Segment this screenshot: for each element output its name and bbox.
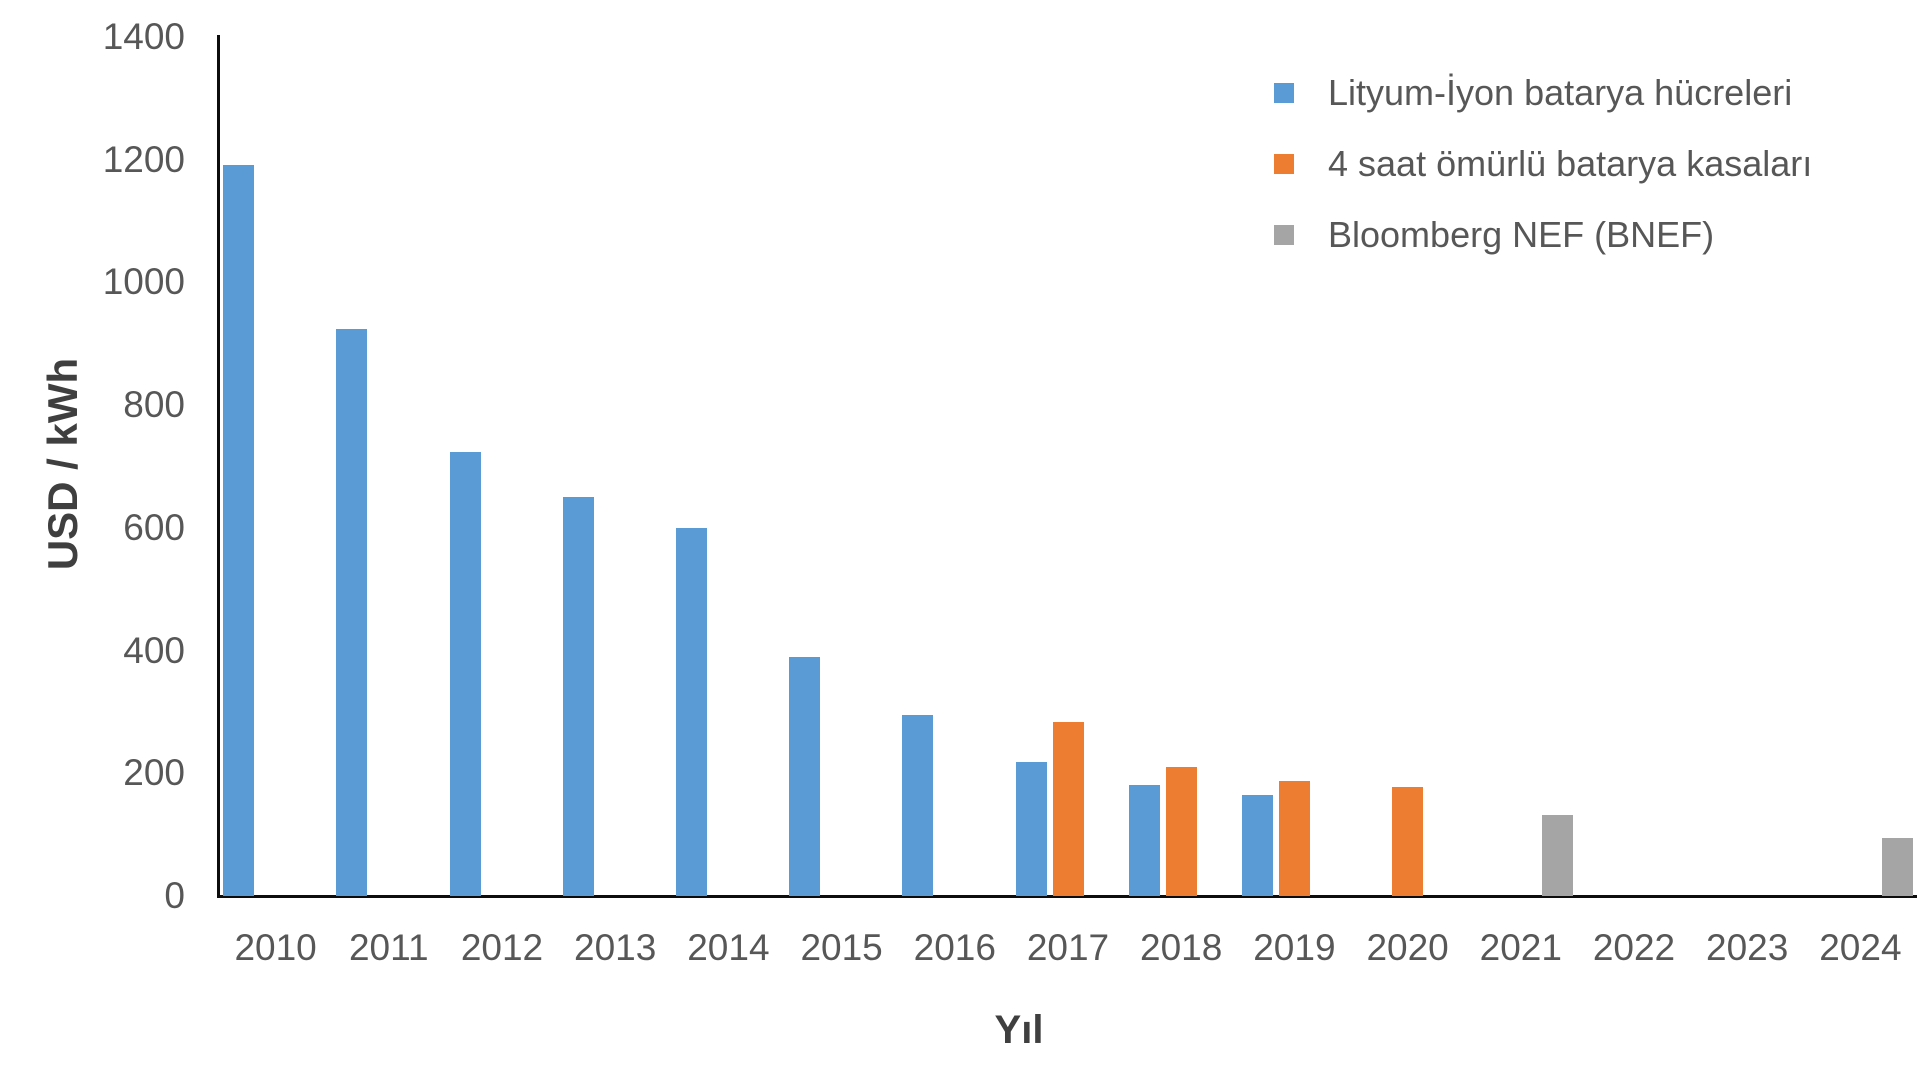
bar-2015-li-ion-cells — [789, 657, 820, 896]
y-tick-800: 800 — [123, 384, 185, 426]
x-tick-2012: 2012 — [460, 927, 544, 968]
x-tick-2021: 2021 — [1479, 927, 1562, 968]
bar-2017-4h-packs — [1053, 722, 1084, 896]
bar-2010-li-ion-cells — [223, 165, 254, 896]
x-axis-title: Yıl — [994, 1008, 1044, 1052]
x-tick-2018: 2018 — [1140, 927, 1223, 968]
legend-item-bnef: Bloomberg NEF (BNEF) — [1274, 214, 1812, 256]
x-tick-2017: 2017 — [1026, 927, 1110, 968]
bar-2014-li-ion-cells — [676, 528, 707, 896]
x-tick-2022: 2022 — [1592, 927, 1676, 968]
bar-2012-li-ion-cells — [450, 452, 481, 896]
bar-2017-li-ion-cells — [1016, 762, 1047, 896]
bar-2018-4h-packs — [1166, 767, 1197, 896]
legend-label-li-ion-cells: Lityum-İyon batarya hücreleri — [1328, 72, 1793, 113]
x-tick-2019: 2019 — [1253, 927, 1336, 968]
bar-2019-li-ion-cells — [1242, 795, 1273, 896]
bar-2019-4h-packs — [1279, 781, 1310, 896]
bar-2016-li-ion-cells — [902, 715, 933, 896]
x-tick-2016: 2016 — [913, 927, 996, 968]
x-axis-line — [217, 895, 1917, 898]
y-tick-600: 600 — [123, 506, 185, 548]
legend-item-4h-packs: 4 saat ömürlü batarya kasaları — [1274, 143, 1812, 185]
bar-2020-4h-packs — [1392, 787, 1423, 896]
bar-2024-bnef — [1882, 838, 1913, 896]
y-tick-200: 200 — [123, 752, 185, 794]
y-tick-1200: 1200 — [102, 138, 185, 180]
legend-swatch-bnef — [1274, 225, 1294, 245]
legend-item-li-ion-cells: Lityum-İyon batarya hücreleri — [1274, 72, 1812, 114]
bar-2013-li-ion-cells — [563, 497, 594, 896]
y-tick-0: 0 — [164, 875, 185, 916]
x-tick-2011: 2011 — [348, 927, 429, 968]
x-tick-2015: 2015 — [800, 927, 883, 968]
x-tick-2013: 2013 — [574, 927, 657, 968]
bar-2018-li-ion-cells — [1129, 785, 1160, 896]
y-tick-1000: 1000 — [102, 261, 185, 303]
legend-swatch-li-ion-cells — [1274, 83, 1294, 103]
plot-area — [219, 37, 1917, 896]
legend-label-bnef: Bloomberg NEF (BNEF) — [1328, 214, 1715, 255]
bar-2021-bnef — [1542, 815, 1573, 896]
legend: Lityum-İyon batarya hücreleri 4 saat ömür… — [1274, 72, 1812, 256]
x-tick-2023: 2023 — [1706, 927, 1789, 968]
y-tick-1400: 1400 — [102, 16, 185, 57]
y-axis-line — [217, 35, 220, 898]
bar-2011-li-ion-cells — [336, 329, 367, 896]
x-tick-2024: 2024 — [1819, 927, 1902, 968]
x-tick-2010: 2010 — [234, 927, 317, 968]
legend-label-4h-packs: 4 saat ömürlü batarya kasaları — [1328, 143, 1813, 184]
legend-swatch-4h-packs — [1274, 154, 1294, 174]
y-tick-400: 400 — [123, 629, 185, 671]
x-tick-2014: 2014 — [687, 927, 770, 968]
x-tick-2020: 2020 — [1366, 927, 1449, 968]
